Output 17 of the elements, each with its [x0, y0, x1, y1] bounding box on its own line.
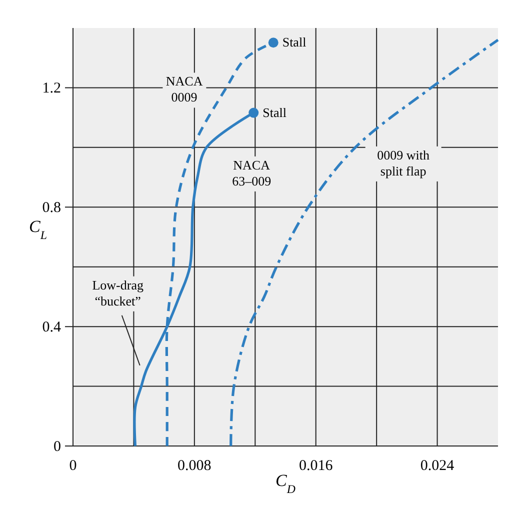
- y-tick-label: 0.4: [42, 320, 62, 336]
- y-axis-title: C$_{L}$: [29, 217, 48, 242]
- x-tick-label: 0.016: [298, 458, 334, 474]
- annotation: Stall: [262, 104, 287, 120]
- line-series: [230, 38, 500, 448]
- x-axis-title: C$_{D}$: [276, 471, 296, 496]
- y-tick-label: 0: [54, 439, 61, 455]
- x-tick-label: 0.024: [420, 458, 455, 474]
- y-tick-label: 1.2: [42, 80, 61, 97]
- series-label: NACA 0009: [166, 74, 204, 105]
- annotation: Stall: [282, 34, 307, 50]
- x-tick-label: 0.008: [178, 458, 212, 474]
- series-label: NACA 63–009: [232, 157, 272, 188]
- x-tick-label: 0: [69, 458, 77, 474]
- y-tick-label: 0.8: [42, 200, 61, 216]
- series-label: 0009 with split flap: [377, 147, 430, 178]
- annotation: Low-drag “bucket”: [92, 277, 144, 308]
